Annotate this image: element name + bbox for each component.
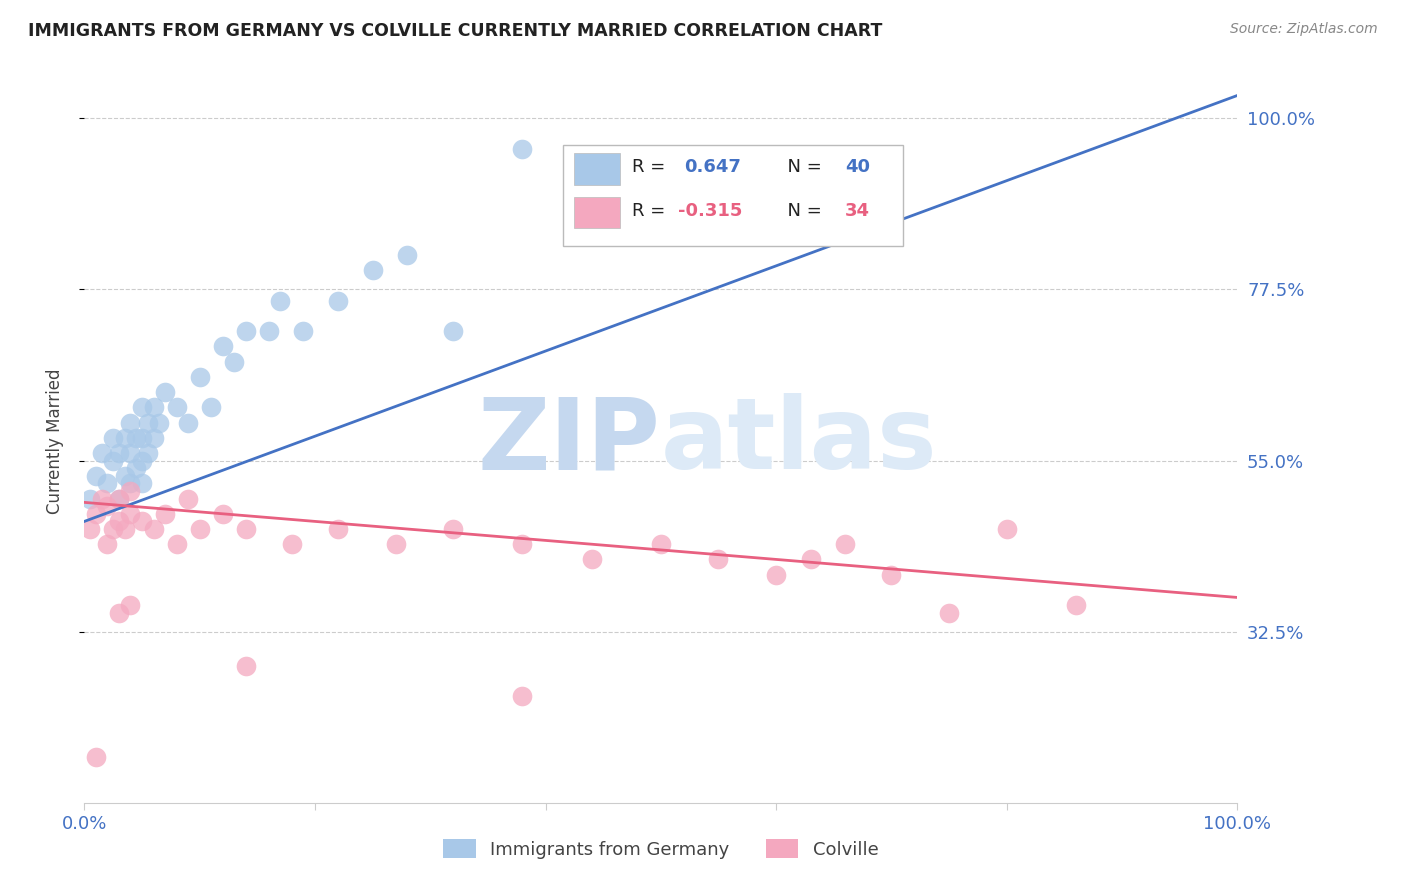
FancyBboxPatch shape (562, 145, 903, 246)
Point (765, 567, 787, 582)
Point (131, 401, 153, 415)
Point (125, 431, 148, 445)
Text: R =: R = (633, 158, 676, 177)
Point (108, 446, 131, 460)
Text: 0.647: 0.647 (683, 158, 741, 177)
Point (84, 468, 107, 483)
Point (880, 567, 903, 582)
Text: 40: 40 (845, 158, 870, 177)
Point (120, 446, 142, 460)
Point (120, 507, 142, 521)
Point (235, 324, 257, 338)
Point (188, 522, 211, 536)
Text: atlas: atlas (661, 393, 938, 490)
Text: N =: N = (776, 158, 828, 177)
Point (84, 750, 107, 764)
Point (136, 446, 159, 460)
Point (108, 491, 131, 506)
Point (396, 248, 419, 262)
Point (326, 522, 349, 536)
Point (131, 431, 153, 445)
Bar (575, 153, 620, 185)
Point (96, 476, 118, 491)
Point (136, 416, 159, 430)
Point (114, 431, 136, 445)
Point (326, 293, 349, 308)
Point (188, 370, 211, 384)
Text: IMMIGRANTS FROM GERMANY VS COLVILLE CURRENTLY MARRIED CORRELATION CHART: IMMIGRANTS FROM GERMANY VS COLVILLE CURR… (28, 22, 883, 40)
Point (581, 552, 603, 566)
Point (131, 515, 153, 529)
Point (800, 552, 823, 566)
Point (257, 324, 280, 338)
Text: R =: R = (633, 202, 671, 219)
Point (384, 537, 406, 551)
Point (512, 690, 534, 704)
Legend: Immigrants from Germany, Colville: Immigrants from Germany, Colville (436, 832, 886, 866)
Point (108, 491, 131, 506)
Point (142, 522, 165, 536)
Point (79, 491, 101, 506)
Bar (575, 196, 620, 228)
Point (153, 385, 176, 400)
Point (166, 537, 188, 551)
Point (108, 515, 131, 529)
Point (120, 483, 142, 498)
Point (120, 416, 142, 430)
Point (938, 606, 960, 620)
Point (125, 461, 148, 475)
Point (84, 507, 107, 521)
Point (512, 142, 534, 156)
Point (441, 522, 464, 536)
Point (148, 416, 170, 430)
Point (79, 522, 101, 536)
Point (96, 499, 118, 513)
Point (269, 293, 291, 308)
Point (441, 324, 464, 338)
Point (292, 324, 315, 338)
Point (177, 416, 200, 430)
Point (224, 354, 246, 368)
Point (103, 453, 124, 467)
Point (131, 453, 153, 467)
Point (120, 476, 142, 491)
Point (90, 446, 112, 460)
Point (834, 537, 856, 551)
Point (103, 431, 124, 445)
Point (120, 598, 142, 612)
Point (650, 537, 672, 551)
Text: N =: N = (776, 202, 828, 219)
Point (281, 537, 304, 551)
Point (90, 491, 112, 506)
Point (114, 522, 136, 536)
Point (131, 476, 153, 491)
Y-axis label: Currently Married: Currently Married (45, 368, 63, 515)
Point (995, 522, 1018, 536)
Point (166, 401, 188, 415)
Point (361, 263, 384, 277)
Point (177, 491, 200, 506)
Point (142, 431, 165, 445)
Point (103, 522, 124, 536)
Point (153, 507, 176, 521)
Text: 34: 34 (845, 202, 870, 219)
Point (235, 659, 257, 673)
Point (512, 537, 534, 551)
Point (108, 606, 131, 620)
Point (211, 339, 233, 353)
Point (707, 552, 730, 566)
Point (114, 468, 136, 483)
Point (1064, 598, 1087, 612)
Point (211, 507, 233, 521)
Point (96, 537, 118, 551)
Point (235, 522, 257, 536)
Text: ZIP: ZIP (478, 393, 661, 490)
Text: -0.315: -0.315 (678, 202, 742, 219)
Point (142, 401, 165, 415)
Text: Source: ZipAtlas.com: Source: ZipAtlas.com (1230, 22, 1378, 37)
Point (200, 401, 222, 415)
